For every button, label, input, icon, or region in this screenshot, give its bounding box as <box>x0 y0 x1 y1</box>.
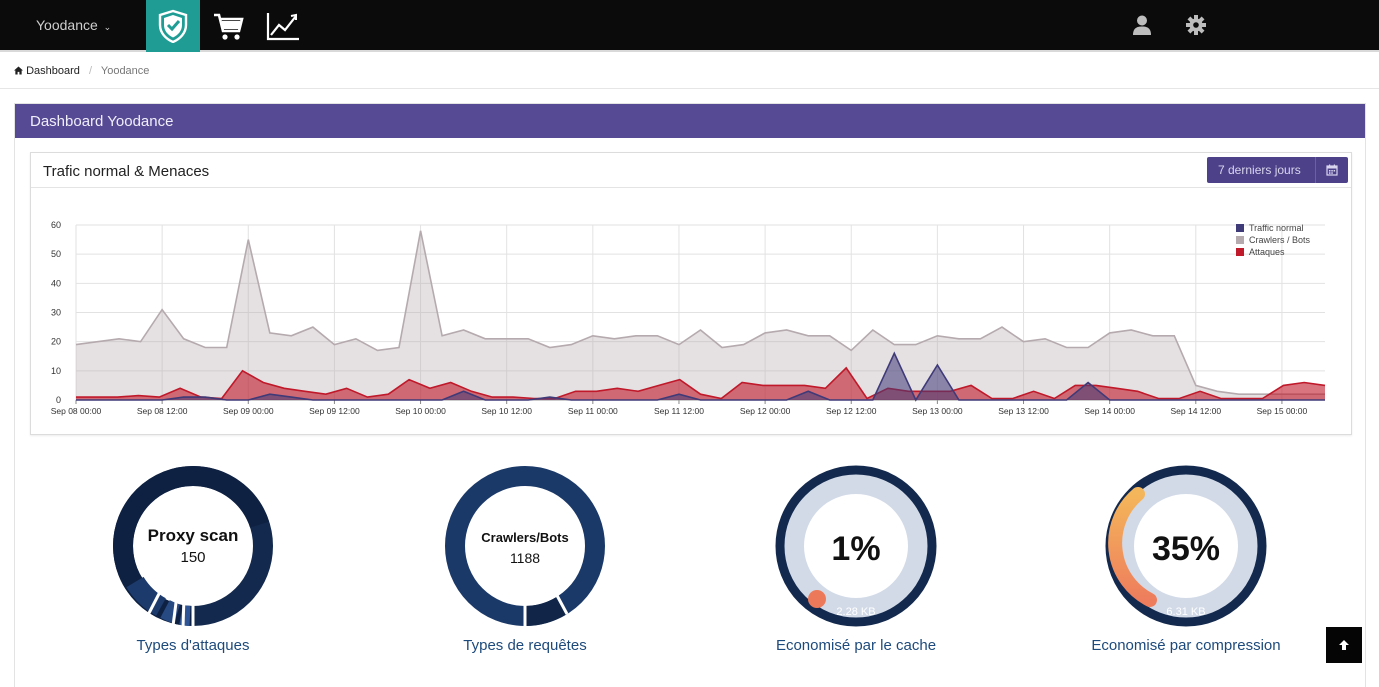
request-types-value: 1188 <box>509 550 541 566</box>
compression-savings-percent: 35% <box>1151 530 1221 568</box>
calendar-icon <box>1326 164 1338 176</box>
scroll-top-button[interactable] <box>1326 627 1362 663</box>
dashboard-panel: Dashboard Yoodance Trafic normal & Menac… <box>14 103 1366 687</box>
request-types-title: Crawlers/Bots <box>481 530 569 545</box>
y-tick-label: 40 <box>51 278 61 288</box>
settings-button[interactable] <box>1183 12 1209 38</box>
series-line-crawlers-bots <box>75 230 1325 395</box>
x-tick-label: Sep 12 00:00 <box>740 406 791 416</box>
series-line-traffic-normal <box>76 351 1325 402</box>
series-area-attaques <box>76 367 1325 400</box>
cache-savings-gauge: 1% 2.28 KB <box>774 464 938 628</box>
cache-savings-percent: 1% <box>831 530 881 568</box>
y-tick-label: 10 <box>51 366 61 376</box>
x-tick-label: Sep 11 00:00 <box>568 406 618 416</box>
arrow-up-icon <box>1339 640 1349 650</box>
panel-title: Dashboard Yoodance <box>15 104 1365 138</box>
chart-line-icon <box>266 13 299 41</box>
legend-swatch <box>1236 248 1244 256</box>
breadcrumb: Dashboard / Yoodance <box>14 65 149 77</box>
legend-label: Traffic normal <box>1249 223 1304 233</box>
nav-cart-button[interactable] <box>201 0 255 52</box>
brand-label: Yoodance <box>36 17 98 33</box>
cache-savings-ring <box>775 465 937 627</box>
traffic-card: Trafic normal & Menaces 7 derniers jours… <box>30 152 1352 435</box>
series-area-crawlers-bots <box>76 230 1325 400</box>
request-types-donut <box>445 466 605 628</box>
attack-types-title: Proxy scan <box>147 526 239 545</box>
traffic-threats-chart: 0 10 20 30 40 50 60 Sep 08 00:00 Sep 08 12:00 Sep… <box>51 220 1326 416</box>
cache-savings-size: 2.28 KB <box>836 606 876 618</box>
x-tick-label: Sep 10 12:00 <box>481 406 532 416</box>
nav-security-button[interactable] <box>146 0 200 52</box>
attack-types-label: Types d'attaques <box>136 637 250 654</box>
brand-menu[interactable]: Yoodance ⌄ <box>36 17 111 33</box>
attack-types-donut <box>113 466 273 628</box>
request-types-label: Types de requêtes <box>463 637 587 654</box>
x-tick-label: Sep 09 00:00 <box>223 406 274 416</box>
user-button[interactable] <box>1129 12 1155 38</box>
breadcrumb-dashboard-link[interactable]: Dashboard <box>26 65 80 77</box>
y-tick-label: 30 <box>51 308 61 318</box>
date-range-button[interactable]: 7 derniers jours <box>1207 157 1348 183</box>
nav-stats-button[interactable] <box>256 0 310 52</box>
y-tick-label: 60 <box>51 220 61 230</box>
x-tick-label: Sep 13 00:00 <box>912 406 963 416</box>
chevron-down-icon: ⌄ <box>103 22 112 32</box>
card-divider <box>31 187 1351 188</box>
attack-types-gauge: Proxy scan 150 <box>111 464 275 628</box>
legend-label: Attaques <box>1249 247 1285 257</box>
legend-swatch <box>1236 236 1244 244</box>
x-tick-label: Sep 08 12:00 <box>137 406 188 416</box>
x-tick-label: Sep 14 00:00 <box>1084 406 1135 416</box>
gear-icon <box>1186 15 1206 35</box>
x-tick-label: Sep 08 00:00 <box>51 406 102 416</box>
legend-label: Crawlers / Bots <box>1249 235 1311 245</box>
compression-savings-label: Economisé par compression <box>1091 637 1281 654</box>
x-tick-label: Sep 10 00:00 <box>395 406 446 416</box>
request-types-gauge: Crawlers/Bots 1188 <box>443 464 607 628</box>
compression-savings-ring <box>1105 465 1267 627</box>
legend-swatch <box>1236 224 1244 232</box>
home-icon <box>14 66 23 75</box>
y-tick-label: 20 <box>51 337 61 347</box>
series-line-attaques <box>76 366 1326 400</box>
shield-check-icon <box>158 9 188 43</box>
x-tick-label: Sep 14 12:00 <box>1171 406 1222 416</box>
x-tick-label: Sep 13 12:00 <box>998 406 1049 416</box>
x-tick-label: Sep 12 12:00 <box>826 406 877 416</box>
attack-types-value: 150 <box>180 549 206 566</box>
y-tick-label: 50 <box>51 249 61 259</box>
x-tick-label: Sep 09 12:00 <box>309 406 360 416</box>
cache-savings-label: Economisé par le cache <box>775 637 937 654</box>
cart-icon <box>214 13 244 40</box>
top-navbar: Yoodance ⌄ <box>0 0 1379 52</box>
breadcrumb-current: Yoodance <box>100 65 150 77</box>
date-range-divider <box>1315 157 1316 183</box>
breadcrumb-divider <box>0 88 1379 89</box>
date-range-label: 7 derniers jours <box>1218 163 1301 177</box>
user-icon <box>1133 15 1151 35</box>
breadcrumb-separator: / <box>88 65 93 77</box>
y-tick-label: 0 <box>56 395 61 405</box>
x-tick-label: Sep 11 12:00 <box>654 406 704 416</box>
compression-savings-gauge: 35% 6.31 KB <box>1104 464 1268 628</box>
x-tick-label: Sep 15 00:00 <box>1257 406 1308 416</box>
traffic-card-title: Trafic normal & Menaces <box>43 163 210 180</box>
compression-savings-size: 6.31 KB <box>1166 606 1206 618</box>
